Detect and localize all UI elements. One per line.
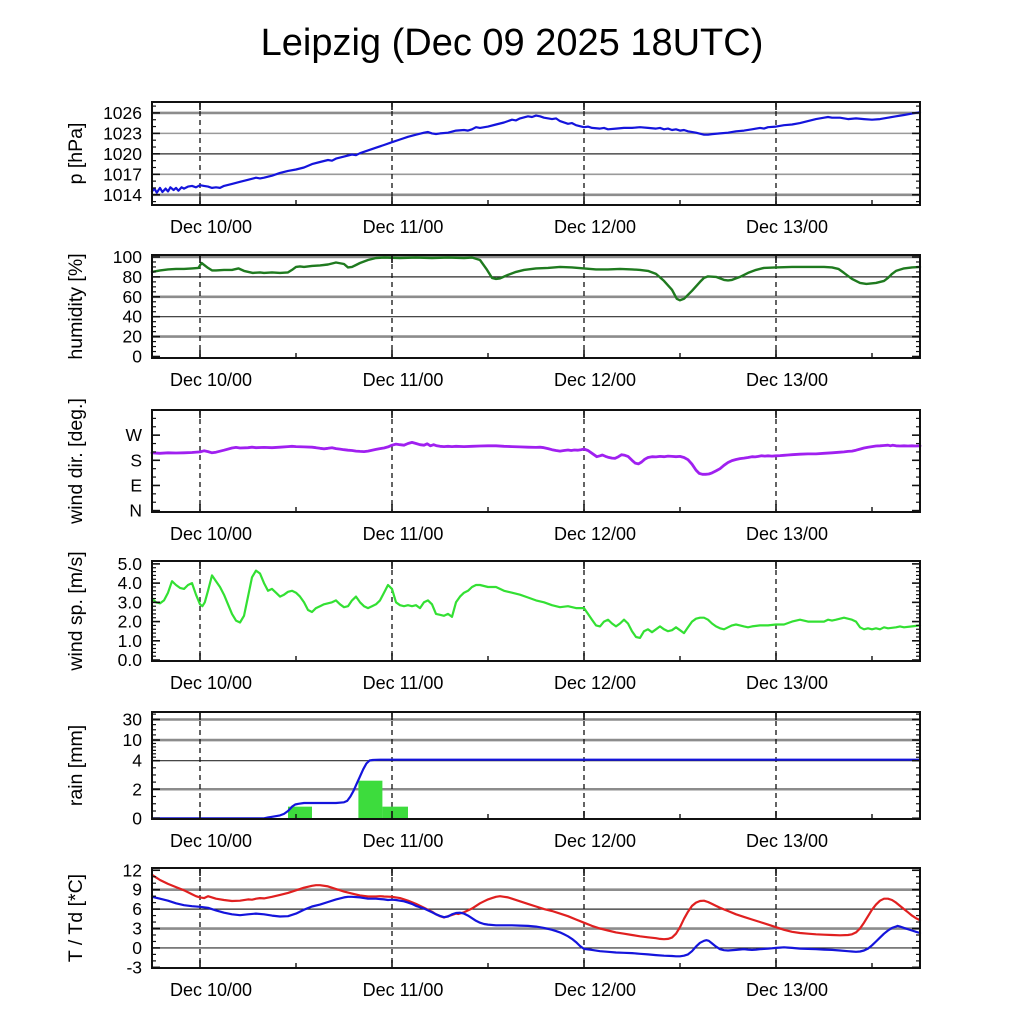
humidity-ytick-label: 20 — [123, 327, 143, 347]
humidity-ytick-label: 0 — [132, 347, 142, 367]
chart-title: Leipzig (Dec 09 2025 18UTC) — [260, 22, 764, 64]
wind-speed-ytick-label: 0.0 — [118, 650, 143, 670]
wind-direction-line — [150, 440, 922, 476]
temperature-ytick-label: 12 — [123, 860, 142, 880]
pressure-ytick-label: 1014 — [103, 185, 142, 205]
humidity-xtick-label: Dec 12/00 — [554, 370, 636, 390]
wind-speed-ytick-label: 5.0 — [118, 554, 143, 574]
pressure-line — [150, 111, 922, 194]
humidity-xtick-label: Dec 13/00 — [746, 370, 828, 390]
pressure-ytick-label: 1017 — [103, 164, 142, 184]
panel-wind-speed: 0.01.02.03.04.05.0 Dec 10/00 Dec 11/00 Dec … — [65, 551, 922, 693]
rain-bar — [358, 780, 383, 819]
rain-xtick-label: Dec 10/00 — [170, 831, 252, 851]
temperature-border — [151, 867, 921, 969]
humidity-xtick-label: Dec 11/00 — [363, 370, 444, 390]
wind-speed-xtick-label: Dec 10/00 — [170, 673, 252, 693]
dewpoint-line — [150, 895, 922, 958]
rain-accumulated-line — [150, 758, 922, 820]
pressure-xtick-label: Dec 12/00 — [554, 217, 636, 237]
temperature-ytick-label: -3 — [126, 957, 142, 977]
wind-speed-xtick-label: Dec 11/00 — [363, 673, 444, 693]
temperature-ytick-label: 0 — [132, 938, 142, 958]
humidity-ytick-label: 60 — [123, 287, 143, 307]
humidity-border — [151, 254, 921, 359]
pressure-ytick-label: 1026 — [103, 103, 142, 123]
pressure-ytick-label: 1023 — [103, 123, 142, 143]
wind-direction-border — [151, 409, 921, 513]
rain-bar — [382, 806, 408, 819]
wind-speed-ytick-label: 1.0 — [118, 631, 143, 651]
rain-ytick-label: 0 — [132, 808, 142, 828]
wind-direction-xtick-label: Dec 11/00 — [363, 524, 444, 544]
rain-ytick-label: 30 — [123, 709, 143, 729]
temperature-xtick-label: Dec 10/00 — [170, 980, 252, 1000]
wind-speed-line — [150, 569, 922, 640]
pressure-xtick-label: Dec 10/00 — [170, 217, 252, 237]
rain-axis-title: rain [mm] — [65, 725, 87, 806]
temperature-xtick-label: Dec 12/00 — [554, 980, 636, 1000]
pressure-xtick-label: Dec 13/00 — [746, 217, 828, 237]
temperature-ytick-label: 6 — [132, 899, 142, 919]
rain-xtick-label: Dec 12/00 — [554, 831, 636, 851]
wind-speed-ytick-label: 2.0 — [118, 612, 143, 632]
temperature-line — [150, 873, 922, 941]
wind-speed-axis-title: wind sp. [m/s] — [65, 551, 87, 671]
wind-direction-ytick-label: E — [130, 475, 142, 495]
wind-speed-border — [151, 560, 921, 662]
wind-direction-ytick-label: S — [130, 450, 142, 470]
wind-direction-xtick-label: Dec 10/00 — [170, 524, 252, 544]
rain-ytick-label: 4 — [132, 751, 142, 771]
wind-direction-ytick-label: W — [125, 425, 142, 445]
temperature-axis-title: T / Td [*C] — [65, 874, 87, 962]
wind-direction-ytick-label: N — [129, 501, 142, 521]
humidity-line — [150, 256, 922, 302]
humidity-ytick-label: 40 — [123, 307, 143, 327]
pressure-ytick-label: 1020 — [103, 144, 142, 164]
wind-direction-axis-title: wind dir. [deg.] — [65, 398, 87, 525]
temperature-ytick-label: 9 — [132, 880, 142, 900]
temperature-ytick-label: 3 — [132, 919, 142, 939]
rain-ytick-label: 2 — [132, 779, 142, 799]
rain-border — [151, 711, 921, 820]
humidity-ytick-label: 80 — [123, 267, 143, 287]
rain-ytick-label: 10 — [123, 730, 143, 750]
wind-speed-ytick-label: 3.0 — [118, 592, 143, 612]
temperature-xtick-label: Dec 13/00 — [746, 980, 828, 1000]
wind-speed-xtick-label: Dec 12/00 — [554, 673, 636, 693]
rain-xtick-label: Dec 11/00 — [363, 831, 444, 851]
wind-speed-xtick-label: Dec 13/00 — [746, 673, 828, 693]
temperature-xtick-label: Dec 11/00 — [363, 980, 444, 1000]
humidity-ytick-label: 100 — [113, 247, 142, 267]
rain-bar — [288, 806, 312, 819]
pressure-xtick-label: Dec 11/00 — [363, 217, 444, 237]
rain-xtick-label: Dec 13/00 — [746, 831, 828, 851]
wind-direction-xtick-label: Dec 13/00 — [746, 524, 828, 544]
humidity-xtick-label: Dec 10/00 — [170, 370, 252, 390]
pressure-axis-title: p [hPa] — [65, 123, 87, 185]
wind-direction-xtick-label: Dec 12/00 — [554, 524, 636, 544]
humidity-axis-title: humidity [%] — [65, 253, 87, 359]
wind-speed-ytick-label: 4.0 — [118, 573, 143, 593]
